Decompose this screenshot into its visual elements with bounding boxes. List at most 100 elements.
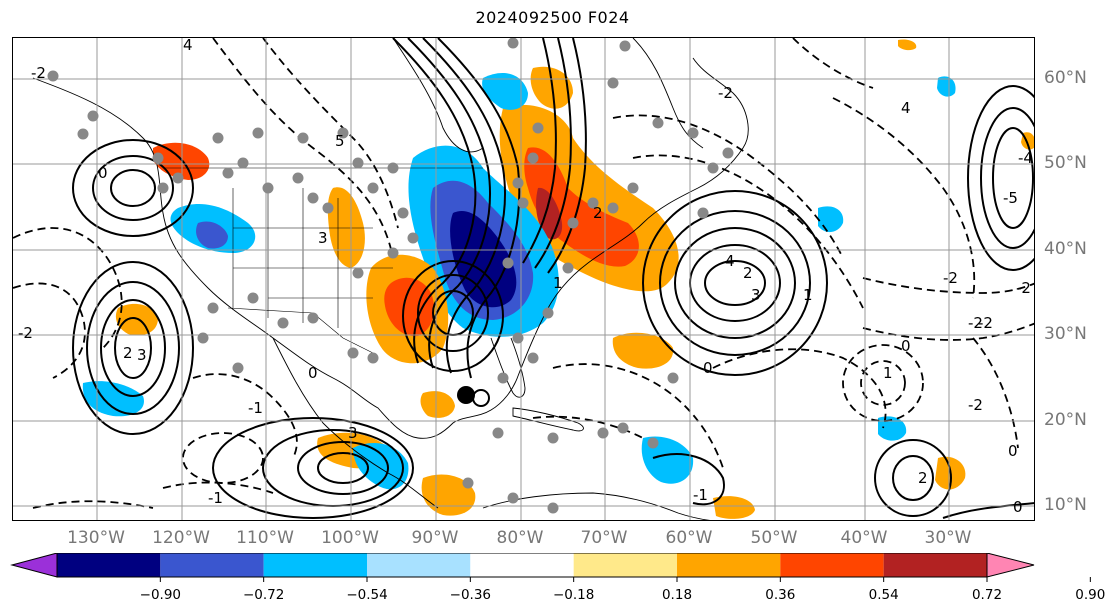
- station-dot: [607, 202, 619, 214]
- colorbar-tick-label: 0.54: [868, 587, 899, 603]
- contour-label: -1: [208, 489, 223, 507]
- station-dot: [237, 157, 249, 169]
- station-dot: [697, 207, 709, 219]
- colorbar-tick-label: −0.54: [346, 587, 388, 603]
- dash-16: [792, 38, 874, 89]
- station-dot: [297, 132, 309, 144]
- shade-blue-ne-corner: [937, 76, 956, 97]
- colorbar-bin: [573, 553, 677, 577]
- map-canvas: 4 -2 0 2 3 -2 -1 -1 3 0 5 3 1 2 4 2 3 0 …: [13, 38, 1034, 520]
- dash-14: [32, 500, 154, 509]
- station-dot: [597, 427, 609, 439]
- state-grid-2: [233, 227, 393, 299]
- contour-label: 2: [918, 469, 928, 487]
- station-dot: [722, 147, 734, 159]
- shade-orange-caribbean-2: [420, 391, 455, 418]
- contour-label: -2: [968, 396, 983, 414]
- florida-peninsula: [490, 337, 526, 398]
- contour-epac-high-4: [212, 417, 414, 519]
- station-dot: [207, 302, 219, 314]
- shade-blue-east-atlantic: [878, 416, 907, 441]
- station-dot: [247, 292, 259, 304]
- shade-firebrick-us-northeast: [536, 187, 563, 240]
- station-dot: [322, 202, 334, 214]
- station-dot: [197, 332, 209, 344]
- dash-5: [612, 114, 844, 259]
- shade-orange-caribbean: [421, 474, 476, 516]
- colorbar-extend-max: [986, 553, 1035, 578]
- colorbar-extend-min: [10, 553, 58, 578]
- station-dot: [667, 372, 679, 384]
- contour-label: 3: [348, 424, 358, 442]
- shade-blue-atlantic-mid: [818, 206, 844, 233]
- station-dot: [502, 257, 514, 269]
- contour-label: 2: [123, 344, 133, 362]
- station-dot: [172, 172, 184, 184]
- station-dot: [512, 177, 524, 189]
- dash-6: [632, 154, 864, 309]
- colorbar-bin: [677, 553, 781, 577]
- contour-lines-dashed: [13, 38, 1034, 509]
- contour-atlantic-high-1: [704, 260, 766, 306]
- contour-label: 2: [743, 264, 753, 282]
- station-dot: [527, 352, 539, 364]
- station-dot: [292, 172, 304, 184]
- station-dot: [627, 182, 639, 194]
- station-dot: [707, 162, 719, 174]
- colorbar-tick-label: 0.72: [971, 587, 1003, 603]
- station-dot: [652, 117, 664, 129]
- station-dot: [387, 247, 399, 259]
- dash-3: [212, 38, 394, 259]
- contour-pacific-high-1: [114, 317, 152, 379]
- colorbar-bin: [883, 553, 987, 577]
- dash-8: [862, 277, 1034, 294]
- contour-label: -2: [718, 84, 733, 102]
- station-dot: [337, 127, 349, 139]
- colorbar-bin: [263, 553, 367, 577]
- shade-blue-canada: [482, 73, 528, 110]
- contour-e-atl-high-1: [892, 455, 934, 501]
- colorbar-tick-label: −0.72: [242, 587, 285, 603]
- colorbar-tick-label: −0.90: [139, 587, 182, 603]
- station-dot: [367, 182, 379, 194]
- contour-label: -2: [943, 269, 958, 287]
- colorbar-border: [56, 553, 988, 578]
- lon-label: 40°W: [840, 528, 888, 548]
- contour-gulf-low-2: [417, 274, 489, 352]
- lat-label: 60°N: [1044, 68, 1087, 88]
- south-america-coast: [482, 492, 711, 520]
- station-dot: [512, 332, 524, 344]
- contour-nw-high-2: [92, 155, 174, 221]
- contour-ne-atl-high-2: [980, 107, 1034, 249]
- contour-ridge-1: [392, 38, 477, 364]
- lat-label: 20°N: [1044, 410, 1087, 430]
- station-dot: [307, 312, 319, 324]
- colorbar-bin: [160, 553, 264, 577]
- dash-17: [972, 337, 1019, 449]
- shade-orange-south-atlantic: [713, 496, 755, 519]
- shade-orange-atlantic: [612, 332, 674, 369]
- contour-label: 3: [137, 346, 147, 364]
- station-dot: [507, 38, 519, 49]
- contour-label: 3: [318, 229, 328, 247]
- station-dot: [277, 317, 289, 329]
- contour-label: 0: [1008, 442, 1018, 460]
- station-dot: [647, 437, 659, 449]
- hudson-bay: [392, 38, 484, 153]
- contour-label: -5: [1003, 189, 1018, 207]
- contour-pacific-high-3: [86, 281, 180, 415]
- station-dot: [387, 162, 399, 174]
- station-dot: [347, 347, 359, 359]
- station-dot: [617, 422, 629, 434]
- station-dot: [87, 110, 99, 122]
- contour-label: -1: [693, 486, 708, 504]
- station-dot: [262, 182, 274, 194]
- contour-epac-high-1: [317, 452, 369, 484]
- station-dot: [517, 197, 529, 209]
- shade-navy-gulf-low: [450, 210, 517, 308]
- dash-ring-2: [842, 344, 924, 422]
- contour-label: 1: [553, 274, 563, 292]
- contour-pacific-high-2: [100, 299, 166, 397]
- contour-label: 4: [901, 99, 911, 117]
- contour-ridge-3: [422, 38, 506, 374]
